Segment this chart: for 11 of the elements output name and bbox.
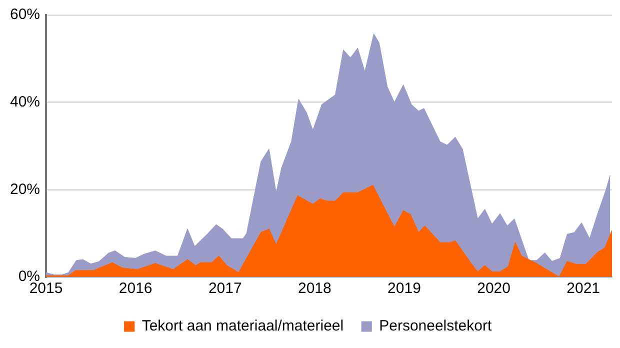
x-tick-label: 2021 [566,280,600,298]
y-tick-label: 40% [10,93,40,110]
x-tick-label: 2020 [477,280,510,298]
x-tick-label: 2018 [298,280,332,298]
x-tick-label: 2019 [388,280,421,298]
y-tick-label: 60% [10,6,40,24]
x-tick-label: 2017 [208,280,242,298]
legend-label: Personeelstekort [379,318,492,335]
y-tick-label: 20% [10,180,40,198]
legend-label: Tekort aan materiaal/materieel [142,318,344,335]
x-tick-label: 2016 [118,280,152,298]
